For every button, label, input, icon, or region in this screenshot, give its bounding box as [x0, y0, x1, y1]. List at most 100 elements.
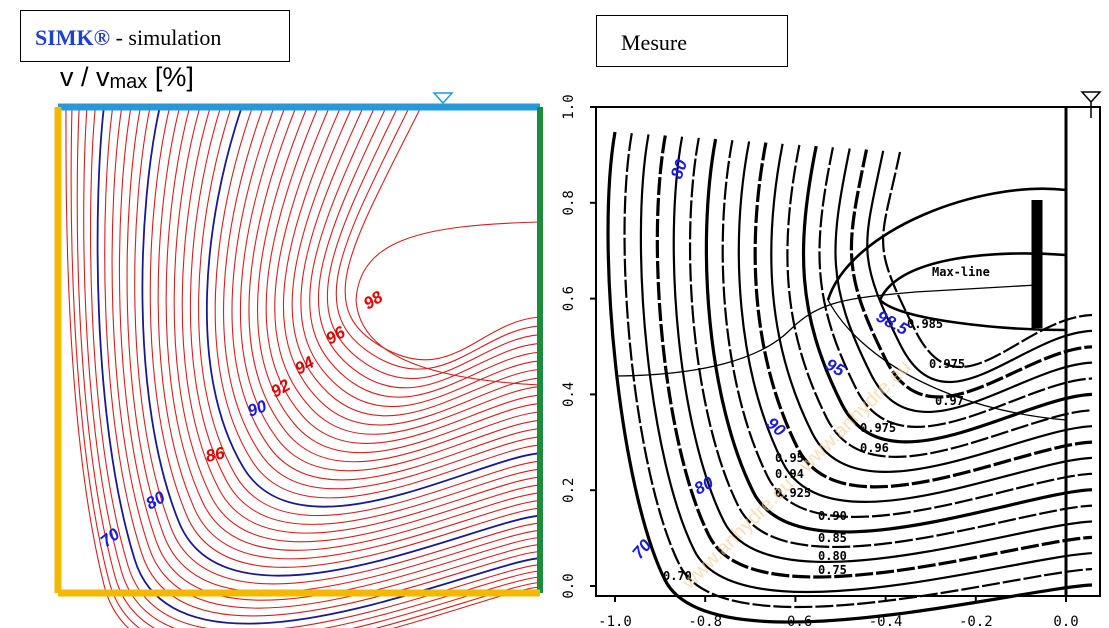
y-tick-label: 0.4 — [561, 382, 577, 407]
x-tick-label: -0.6 — [779, 614, 813, 628]
simulation-contour-line — [326, 106, 541, 380]
simulation-contour-line — [265, 106, 541, 444]
simulation-contour-line — [181, 106, 541, 534]
measurement-contour-line — [688, 137, 1093, 549]
simulation-contour-line — [239, 106, 541, 472]
measurement-contour-line — [737, 141, 1093, 503]
simulation-contour-line — [126, 106, 541, 593]
water-level-icon — [432, 92, 454, 105]
simulation-contour-line — [83, 106, 541, 628]
inline-value-label: 0.97 — [935, 394, 964, 408]
measurement-plot-frame — [595, 106, 1101, 597]
simulation-contour-line — [104, 106, 541, 617]
simulation-contour-line — [149, 106, 541, 568]
thin-contour — [827, 299, 1067, 421]
measurement-axes: 0.0 0.2 0.4 0.6 0.8 1.0 -1.0 -0.8 -0.6 -0.4 -0.2 0.… — [561, 94, 1079, 628]
inline-value-label: 0.975 — [860, 421, 896, 435]
y-tick-label: 0.2 — [561, 478, 577, 503]
measurement-contour-line — [866, 150, 1093, 383]
simulation-title: SIMK® - simulation — [35, 25, 221, 51]
x-tick-label: 0.0 — [1053, 614, 1078, 628]
measurement-contour-line — [606, 131, 1093, 624]
inline-value-label: 0.85 — [818, 531, 847, 545]
measurement-contours — [606, 131, 1093, 624]
measurement-contour-line — [655, 135, 1093, 579]
y-tick-label: 1.0 — [561, 94, 577, 119]
simulation-contour-line — [256, 106, 541, 454]
ylabel-main: v / v — [60, 62, 110, 92]
ylabel-unit: [%] — [147, 62, 194, 92]
simulation-contour-line — [344, 106, 541, 361]
measurement-contour-line — [801, 145, 1093, 444]
simulation-contour-line — [282, 106, 541, 426]
x-tick-label: -1.0 — [598, 614, 632, 628]
inline-value-label: 0.94 — [775, 467, 804, 481]
inline-value-label: 0.985 — [907, 317, 943, 331]
inline-value-label: Max-line — [932, 265, 990, 279]
inline-value-label: 0.96 — [860, 441, 889, 455]
measurement-contour-line — [878, 252, 1067, 301]
simulation-contour-line — [300, 106, 541, 407]
inline-value-label: 0.90 — [818, 509, 847, 523]
y-tick-label: 0.0 — [561, 573, 577, 598]
measurement-contour-line — [721, 139, 1093, 518]
measurement-water-level-icon — [1080, 91, 1102, 104]
simulation-contour-line — [248, 106, 541, 463]
simk-brand: SIMK® — [35, 25, 111, 50]
simulation-contour-line — [141, 106, 541, 577]
measurement-contour-line — [623, 133, 1093, 609]
simulation-contour-line — [165, 106, 541, 551]
simulation-contour-line — [274, 106, 541, 435]
velocity-ratio-label: v / vmax [%] — [60, 62, 194, 94]
simulation-contour-line — [198, 106, 541, 517]
inline-value-label: 0.95 — [775, 451, 804, 465]
simulation-contour-line — [96, 106, 541, 625]
simulation-contour-line — [214, 106, 541, 499]
measurement-contour-line — [786, 144, 1093, 458]
measurement-contour-line — [753, 142, 1093, 489]
contour-label: 86 — [204, 443, 227, 466]
x-tick-label: -0.2 — [959, 614, 993, 628]
inline-value-label: 0.70 — [663, 569, 692, 583]
max-line — [617, 284, 1038, 377]
simulation-contour-line — [134, 106, 541, 585]
measurement-contour-line — [818, 147, 1093, 428]
y-tick-label: 0.8 — [561, 190, 577, 215]
simulation-contour-line — [291, 106, 541, 417]
simulation-contour-line — [76, 106, 541, 628]
simulation-contour-line — [231, 106, 541, 481]
inline-value-label: 0.80 — [818, 549, 847, 563]
measurement-contour-line — [704, 138, 1093, 534]
inline-value-label: 0.975 — [929, 357, 965, 371]
measurement-contour-line — [826, 187, 1067, 301]
measurement-contour-line — [882, 151, 1093, 368]
simulation-contour-line — [118, 106, 541, 601]
measurement-contour-line — [770, 143, 1093, 473]
measurement-contour-line — [834, 148, 1093, 413]
measurement-contour-line — [879, 299, 1067, 332]
measurement-plot: Max-line0.9850.9750.970.9750.960.950.940… — [561, 91, 1102, 628]
measurement-contour-line — [639, 134, 1093, 593]
measurement-inline-labels: Max-line 0.985 0.975 0.97 0.975 0.96 0.95 0.94 0… — [663, 265, 990, 583]
measurement-title-box: Mesure — [596, 15, 788, 67]
simulation-contour-line — [173, 106, 541, 543]
simulation-contour-line — [189, 106, 541, 525]
simulation-contour-line — [223, 106, 541, 490]
simulation-title-text: - simulation — [110, 25, 222, 50]
simulation-contour-line — [205, 106, 541, 508]
simulation-contour-line — [309, 106, 541, 398]
simulation-contour-line — [335, 106, 541, 370]
x-tick-label: -0.4 — [869, 614, 903, 628]
simulation-contour-line — [157, 106, 541, 560]
y-tick-label: 0.6 — [561, 286, 577, 311]
measurement-title: Mesure — [621, 30, 687, 55]
simulation-contour-line — [355, 299, 541, 386]
x-tick-label: -0.8 — [688, 614, 722, 628]
inline-value-label: 0.75 — [818, 563, 847, 577]
simulation-contour-line — [355, 221, 541, 301]
simulation-contour-line — [317, 106, 541, 389]
measurement-contour-line — [672, 136, 1093, 564]
simulation-title-box: SIMK® - simulation — [20, 10, 290, 62]
